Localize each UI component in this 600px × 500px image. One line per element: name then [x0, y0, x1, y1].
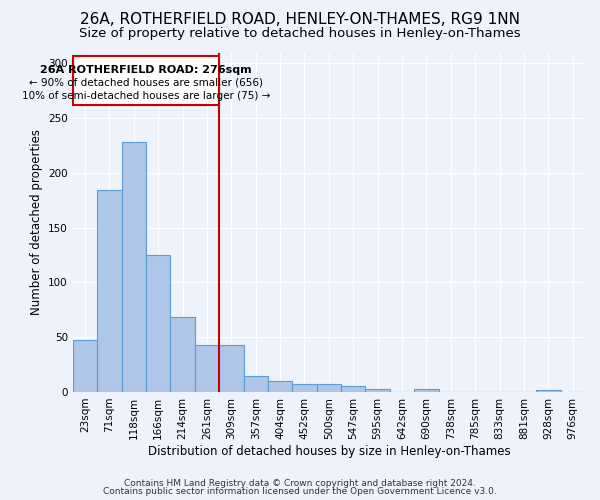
Text: Contains HM Land Registry data © Crown copyright and database right 2024.: Contains HM Land Registry data © Crown c… [124, 478, 476, 488]
Bar [97, 190, 122, 392]
Y-axis label: Number of detached properties: Number of detached properties [29, 129, 43, 315]
Text: Contains public sector information licensed under the Open Government Licence v3: Contains public sector information licen… [103, 487, 497, 496]
Text: Size of property relative to detached houses in Henley-on-Thames: Size of property relative to detached ho… [79, 28, 521, 40]
Text: 26A ROTHERFIELD ROAD: 276sqm: 26A ROTHERFIELD ROAD: 276sqm [40, 64, 252, 74]
Bar [195, 345, 219, 392]
Bar [317, 384, 341, 392]
Text: ← 90% of detached houses are smaller (656): ← 90% of detached houses are smaller (65… [29, 78, 263, 88]
FancyBboxPatch shape [73, 56, 219, 105]
Bar [244, 376, 268, 392]
Text: 10% of semi-detached houses are larger (75) →: 10% of semi-detached houses are larger (… [22, 91, 270, 101]
Bar [122, 142, 146, 392]
Bar [365, 388, 390, 392]
Bar [292, 384, 317, 392]
X-axis label: Distribution of detached houses by size in Henley-on-Thames: Distribution of detached houses by size … [148, 444, 510, 458]
Bar [414, 388, 439, 392]
Bar [73, 340, 97, 392]
Bar [268, 381, 292, 392]
Bar [219, 345, 244, 392]
Text: 26A, ROTHERFIELD ROAD, HENLEY-ON-THAMES, RG9 1NN: 26A, ROTHERFIELD ROAD, HENLEY-ON-THAMES,… [80, 12, 520, 28]
Bar [536, 390, 560, 392]
Bar [170, 318, 195, 392]
Bar [341, 386, 365, 392]
Bar [146, 255, 170, 392]
